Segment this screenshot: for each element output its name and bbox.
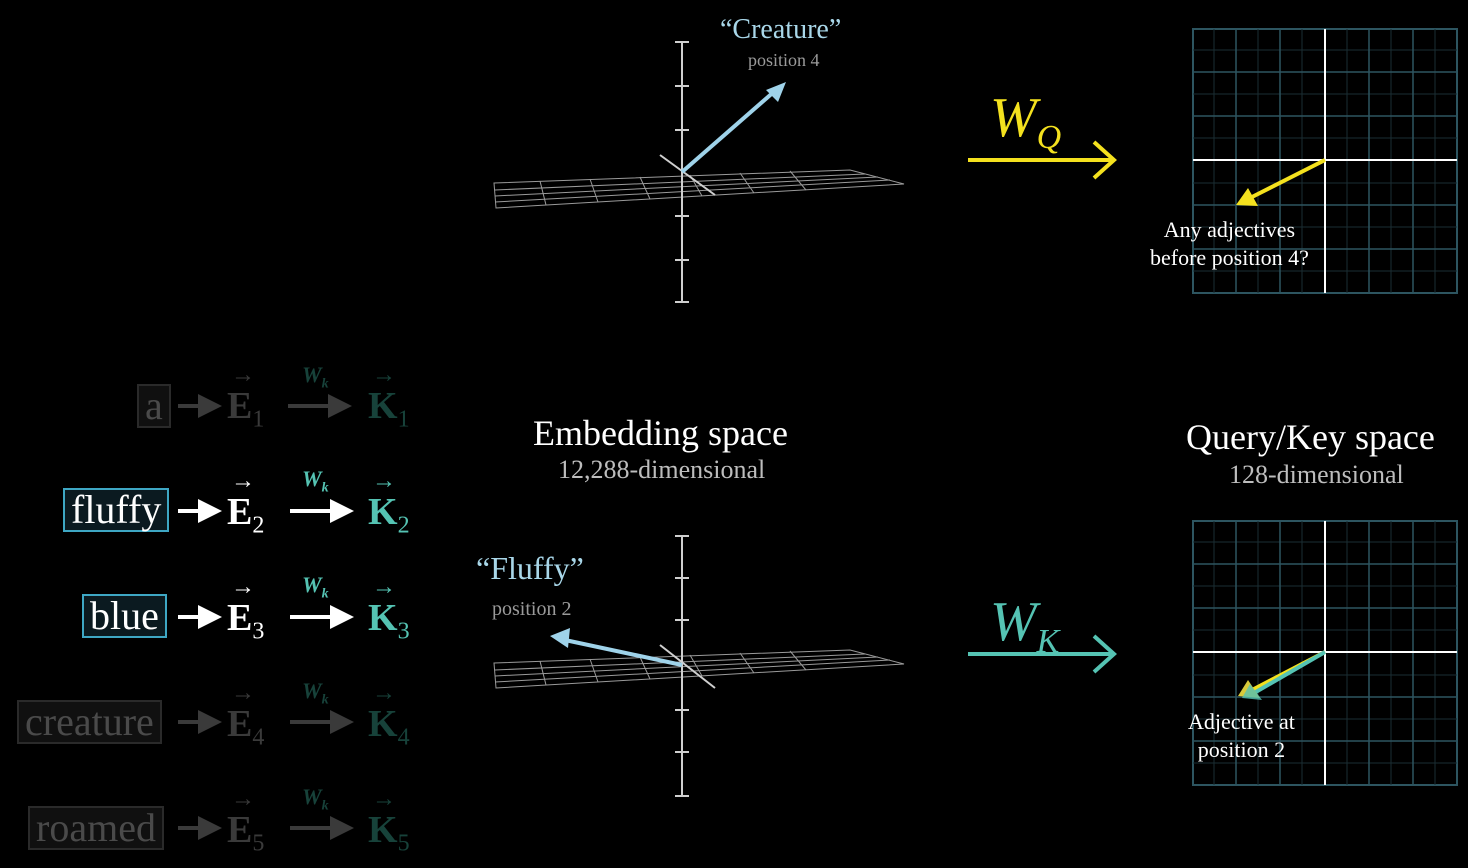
fluffy-position: position 2 <box>492 598 572 620</box>
perspective-grid-bottom <box>493 649 905 689</box>
key-vector-k4: → K4 <box>368 680 410 751</box>
axes-bottom <box>659 535 716 797</box>
axes-top <box>659 41 716 303</box>
qk-space-title: Query/Key space <box>1186 417 1435 457</box>
wq-label: WQ <box>990 87 1062 157</box>
wk-arrow <box>968 634 1117 674</box>
query-vector <box>1236 158 1326 206</box>
wk-label-1: Wk <box>302 362 329 392</box>
key-vector-k2: → K2 <box>368 468 410 539</box>
wk-label-2: Wk <box>302 466 329 496</box>
fluffy-label: “Fluffy” <box>476 550 584 586</box>
wq-arrow <box>968 140 1117 180</box>
wk-label-5: Wk <box>302 784 329 814</box>
creature-position: position 4 <box>748 50 820 70</box>
wk-label-3: Wk <box>302 572 329 602</box>
creature-label: “Creature” <box>720 14 842 45</box>
fluffy-vector <box>550 628 683 667</box>
key-vectors <box>1238 650 1327 700</box>
key-grid <box>1192 520 1458 786</box>
token-fluffy: fluffy <box>63 488 170 532</box>
key-vector-k1: → K1 <box>368 362 410 433</box>
embedding-plot-bottom <box>493 535 905 797</box>
embedding-vector-e2: → E2 <box>227 468 265 539</box>
embedding-space-title: Embedding space <box>533 413 788 453</box>
embedding-plot-top <box>493 41 905 303</box>
embedding-vector-e1: → E1 <box>227 362 265 433</box>
key-note: Adjective at position 2 <box>1188 709 1295 762</box>
query-grid <box>1192 28 1458 294</box>
key-vector-k5: → K5 <box>368 786 410 857</box>
wk-map-label: WK <box>990 591 1060 661</box>
embedding-vector-e3: → E3 <box>227 574 265 645</box>
token-creature: creature <box>17 700 162 744</box>
qk-space-subtitle: 128-dimensional <box>1229 460 1404 489</box>
embedding-vector-e5: → E5 <box>227 786 265 857</box>
token-blue: blue <box>82 594 167 638</box>
embedding-space-subtitle: 12,288-dimensional <box>558 455 766 484</box>
creature-vector <box>680 82 786 174</box>
query-note: Any adjectives before position 4? <box>1150 217 1309 270</box>
wk-label-4: Wk <box>302 678 329 708</box>
token-a: a <box>137 384 171 428</box>
token-roamed: roamed <box>28 806 164 850</box>
embedding-vector-e4: → E4 <box>227 680 265 751</box>
key-vector-k3: → K3 <box>368 574 410 645</box>
perspective-grid-top <box>493 169 905 209</box>
